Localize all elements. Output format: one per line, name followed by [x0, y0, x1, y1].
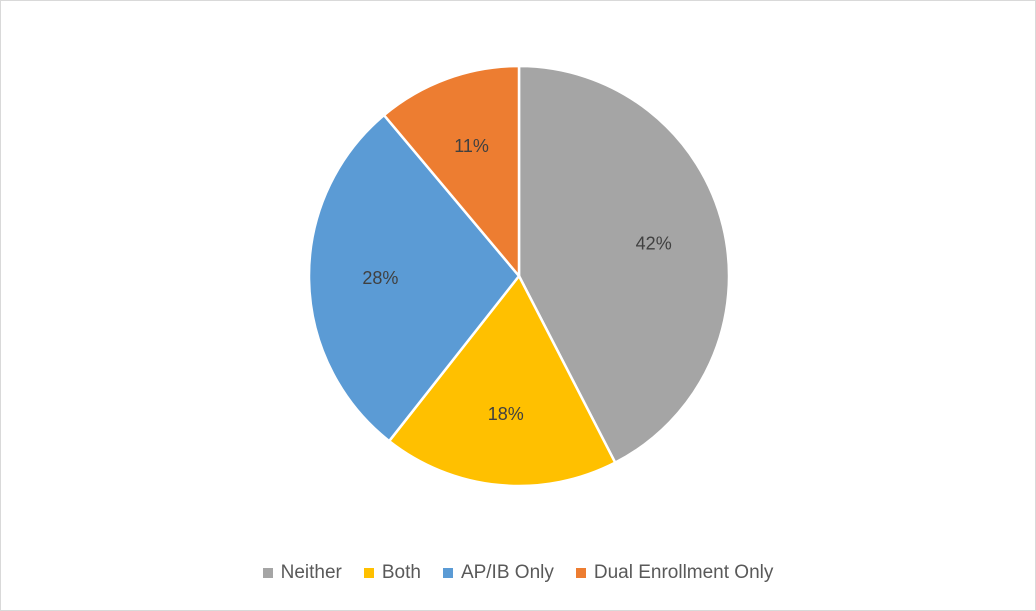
pie-slice-dual-enrollment-only: [382, 64, 521, 278]
data-label-neither: 42%: [636, 233, 672, 253]
legend-label-ap-ib-only: AP/IB Only: [460, 562, 554, 583]
legend: Neither Both AP/IB Only Dual Enrollment …: [0, 560, 1036, 586]
legend-label-both: Both: [381, 562, 421, 583]
data-label-ap-ib-only: 28%: [362, 268, 398, 288]
data-label-dual-enrollment-only: 11%: [454, 136, 489, 156]
legend-item-both: Both: [363, 562, 421, 584]
legend-swatch-ap-ib-only: [442, 568, 453, 578]
legend-item-ap-ib-only: AP/IB Only: [442, 562, 554, 584]
pie-slice-both: [387, 274, 617, 488]
legend-item-dual-enrollment-only: Dual Enrollment Only: [575, 562, 774, 584]
pie-slices: [307, 64, 731, 488]
legend-label-dual-enrollment-only: Dual Enrollment Only: [593, 562, 774, 583]
pie-slice-neither: [517, 64, 731, 464]
legend-item-neither: Neither: [262, 562, 342, 584]
legend-swatch-dual-enrollment-only: [575, 568, 586, 578]
legend-swatch-both: [363, 568, 374, 578]
pie-data-labels: 42% 18% 28% 11%: [362, 136, 671, 424]
legend-label-neither: Neither: [280, 562, 342, 583]
data-label-both: 18%: [488, 404, 524, 424]
pie-slice-ap-ib-only: [307, 113, 521, 443]
legend-swatch-neither: [262, 568, 273, 578]
